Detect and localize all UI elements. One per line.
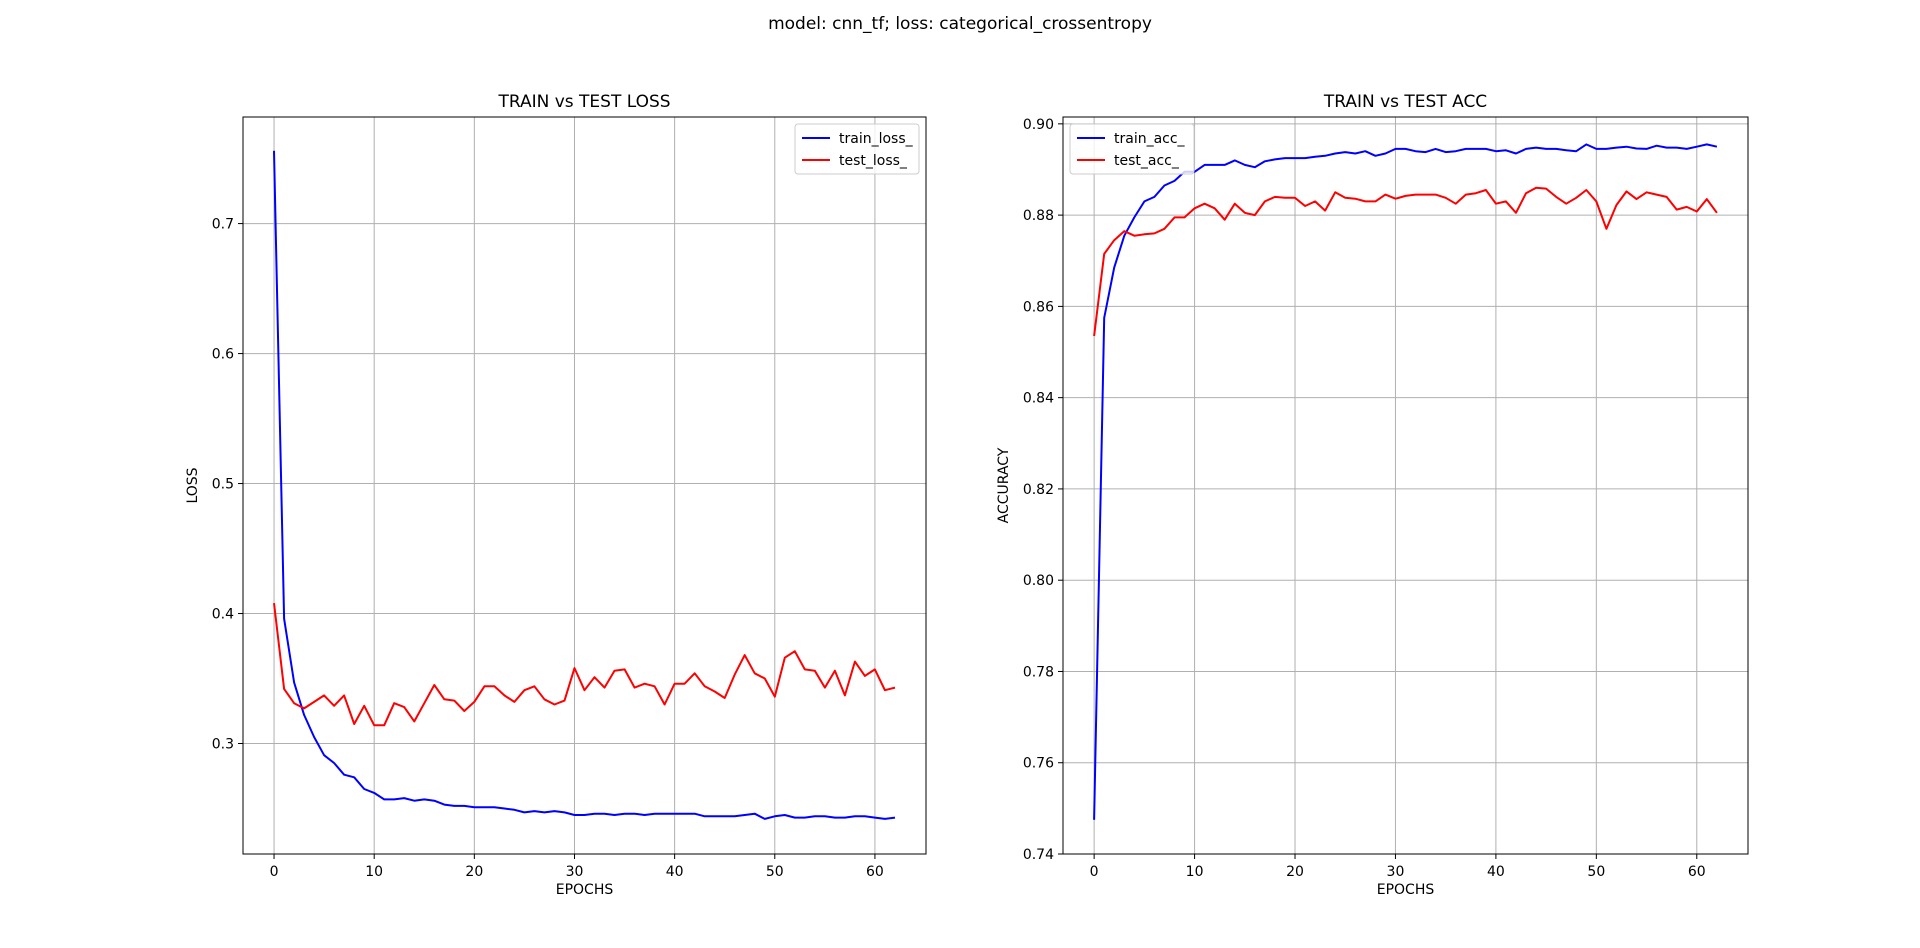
y-tick-label: 0.84: [1023, 391, 1054, 407]
legend-label: train_acc_: [1114, 131, 1186, 147]
x-tick-label: 20: [1286, 864, 1304, 880]
legend-label: train_loss_: [839, 131, 914, 147]
x-tick-label: 40: [1487, 864, 1505, 880]
y-tick-label: 0.4: [212, 607, 234, 623]
x-tick-label: 60: [1688, 864, 1706, 880]
y-tick-label: 0.74: [1023, 847, 1054, 863]
legend: train_acc_ test_acc_: [1069, 123, 1195, 175]
y-tick-label: 0.82: [1023, 482, 1054, 498]
y-tick-label: 0.3: [212, 737, 234, 753]
y-tick-label: 0.5: [212, 477, 234, 493]
y-tick-label: 0.76: [1023, 756, 1054, 772]
legend: train_loss_ test_loss_: [794, 123, 920, 175]
y-tick-label: 0.78: [1023, 664, 1054, 680]
x-tick-label: 30: [1387, 864, 1405, 880]
x-tick-label: 0: [1090, 864, 1099, 880]
chart-title: TRAIN vs TEST ACC: [1323, 92, 1487, 112]
axes-frame: [1062, 116, 1749, 855]
y-tick-label: 0.90: [1023, 117, 1054, 133]
y-tick-label: 0.6: [212, 347, 234, 363]
x-tick-label: 50: [1587, 864, 1605, 880]
y-tick-label: 0.88: [1023, 208, 1054, 224]
x-tick-label: 10: [1186, 864, 1204, 880]
x-tick-label: 60: [866, 864, 884, 880]
loss-chart: 0 10 20 30 40 50 60 0.3 0.4 0.5 0.6 0.7 TRAIN vs TES…: [185, 92, 927, 898]
y-tick-label: 0.7: [212, 217, 234, 233]
series-line-train-acc: [1093, 143, 1718, 820]
x-axis-label: EPOCHS: [1377, 882, 1435, 898]
legend-label: test_loss_: [839, 153, 908, 169]
x-tick-label: 10: [365, 864, 383, 880]
x-tick-label: 20: [465, 864, 483, 880]
y-axis-label: LOSS: [185, 467, 201, 503]
legend-label: test_acc_: [1114, 153, 1180, 169]
x-tick-label: 50: [766, 864, 784, 880]
legend-box: [794, 123, 920, 175]
chart-title: TRAIN vs TEST LOSS: [497, 92, 670, 112]
figure-suptitle: model: cnn_tf; loss: categorical_crossen…: [768, 14, 1152, 34]
series-line-train-loss: [273, 150, 896, 820]
series-line-test-loss: [273, 602, 896, 727]
x-tick-label: 0: [270, 864, 279, 880]
y-tick-label: 0.86: [1023, 299, 1054, 315]
series-line-test-acc: [1093, 186, 1718, 337]
y-tick-label: 0.80: [1023, 573, 1054, 589]
x-tick-label: 30: [566, 864, 584, 880]
x-tick-label: 40: [666, 864, 684, 880]
x-axis-label: EPOCHS: [556, 882, 614, 898]
axes-frame: [242, 116, 927, 855]
legend-box: [1069, 123, 1195, 175]
accuracy-chart: 0 10 20 30 40 50 60 0.74 0.76 0.78 0.80 0.82 0.84 0.8…: [996, 92, 1749, 898]
y-axis-label: ACCURACY: [996, 447, 1012, 523]
